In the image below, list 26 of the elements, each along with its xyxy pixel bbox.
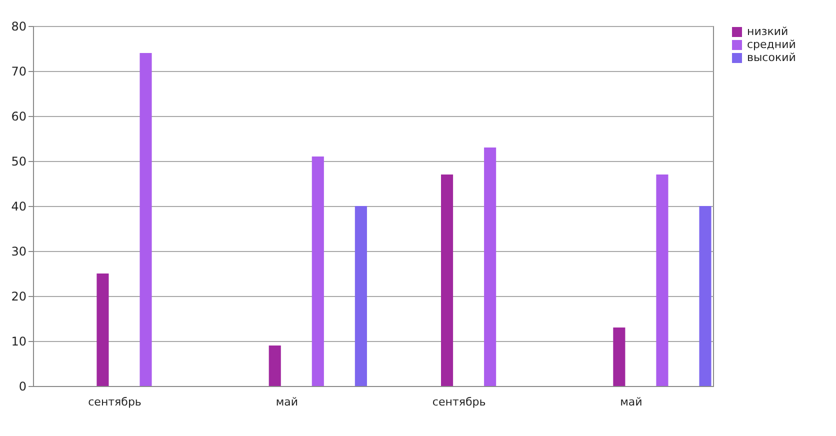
y-tick-label: 0: [18, 380, 26, 394]
bar: [656, 174, 668, 386]
bar: [699, 206, 712, 386]
x-tick-label: сентябрь: [432, 396, 486, 408]
x-tick-label: май: [276, 396, 298, 408]
bar: [484, 148, 496, 386]
y-tick-label: 30: [11, 244, 26, 258]
y-tick-label: 10: [11, 334, 26, 348]
legend-label: низкий: [747, 25, 788, 38]
y-tick-label: 60: [11, 110, 26, 124]
bar: [312, 156, 324, 386]
bar: [354, 206, 367, 386]
legend-label: средний: [747, 38, 796, 51]
y-tick-label: 50: [11, 154, 26, 168]
bar: [441, 174, 454, 386]
x-tick-label: май: [620, 396, 642, 408]
bar: [268, 346, 281, 386]
bar: [613, 328, 626, 386]
y-tick-label: 40: [11, 200, 26, 214]
x-tick-label: сентябрь: [88, 396, 142, 408]
y-tick-label: 20: [11, 290, 26, 304]
legend-label: высокий: [747, 51, 796, 64]
bar: [96, 274, 109, 386]
y-tick-label: 80: [11, 20, 26, 34]
y-tick-label: 70: [11, 64, 26, 78]
bar: [140, 53, 152, 386]
